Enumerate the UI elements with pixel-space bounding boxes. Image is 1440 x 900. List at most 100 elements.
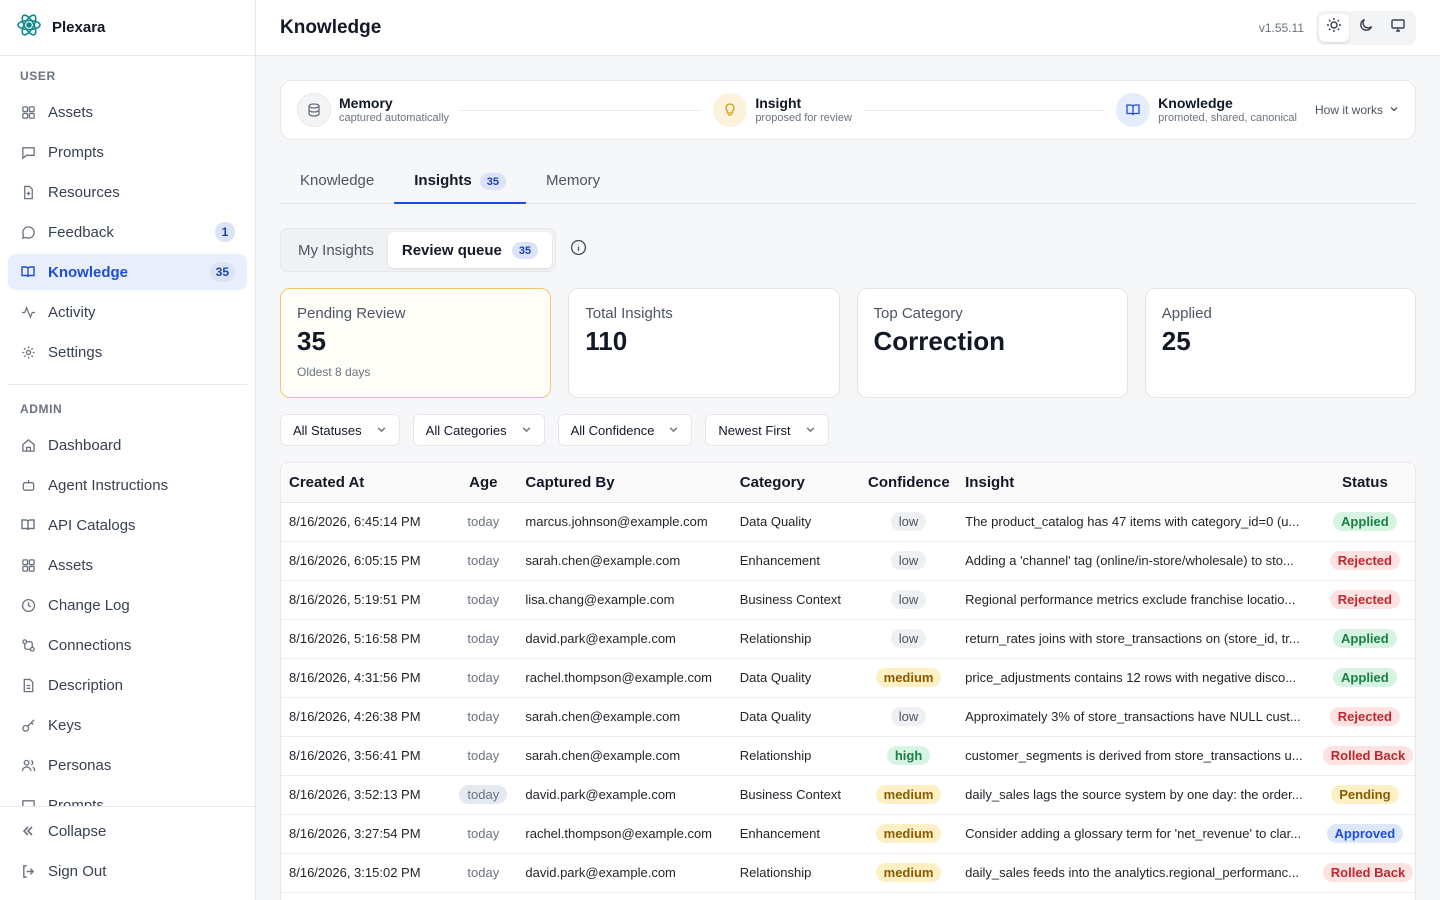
table-row[interactable]: [281, 892, 1415, 900]
sidebar-item-connections[interactable]: Connections: [8, 627, 247, 663]
sidebar-item-agent-instructions[interactable]: Agent Instructions: [8, 467, 247, 503]
sidebar-item-activity[interactable]: Activity: [8, 294, 247, 330]
user-section-label: USER: [20, 69, 56, 83]
table-row[interactable]: 8/16/2026, 4:31:56 PM today rachel.thompso…: [281, 658, 1415, 698]
confidence-badge-cell: low: [859, 619, 958, 659]
status-badge: Rolled Back: [1322, 746, 1414, 765]
column-header-category[interactable]: Category: [731, 463, 860, 503]
age: today: [467, 748, 500, 763]
dark-theme-button[interactable]: [1351, 14, 1381, 42]
home-icon: [20, 437, 36, 453]
status-badge: Applied: [1333, 512, 1397, 531]
column-header-insight[interactable]: Insight: [957, 463, 1315, 503]
created-at-cell: 8/16/2026, 3:56:41 PM: [281, 736, 450, 776]
category-cell: Business Context: [731, 580, 860, 620]
stat-card-total-insights: Total Insights 110: [568, 288, 840, 398]
collapse-label: Collapse: [48, 822, 107, 840]
monitor-icon: [1390, 17, 1406, 38]
column-header-status[interactable]: Status: [1314, 463, 1415, 503]
table-row[interactable]: 8/16/2026, 3:56:41 PM today sarah.chen@exa…: [281, 736, 1415, 776]
sidebar-item-prompts[interactable]: Prompts: [8, 134, 247, 170]
brand[interactable]: Plexara: [0, 0, 255, 56]
confidence-badge-cell: medium: [859, 853, 958, 893]
captured-by: david.park@example.com: [525, 865, 676, 880]
info-icon[interactable]: [570, 239, 587, 261]
sidebar-item-dashboard[interactable]: Dashboard: [8, 427, 247, 463]
lightbulb-icon: [713, 93, 748, 127]
category-filter-select[interactable]: All Categories: [412, 414, 545, 446]
table-row[interactable]: 8/16/2026, 6:05:15 PM today sarah.chen@exa…: [281, 541, 1415, 581]
stat-card-pending-review[interactable]: Pending Review 35 Oldest 8 days: [280, 288, 552, 398]
table-row[interactable]: 8/16/2026, 5:19:51 PM today lisa.chang@exa…: [281, 580, 1415, 620]
table-row[interactable]: 8/16/2026, 3:15:02 PM today david.park@exa…: [281, 853, 1415, 893]
system-theme-button[interactable]: [1383, 14, 1413, 42]
user-nav: Assets Prompts Resources Feedback 1 Knowledge…: [0, 94, 255, 370]
tab-memory[interactable]: Memory: [526, 168, 620, 204]
chevron-down-icon: [668, 423, 679, 438]
sidebar-item-label: Agent Instructions: [48, 476, 169, 494]
message-square-icon: [20, 144, 36, 160]
admin-nav: Dashboard Agent Instructions API Catalogs A…: [0, 427, 255, 823]
table-row[interactable]: 8/16/2026, 6:45:14 PM today marcus.johnson…: [281, 502, 1415, 542]
captured-by-cell: david.park@example.com: [517, 853, 732, 893]
age-cell: today: [449, 814, 518, 854]
sidebar-item-assets[interactable]: Assets: [8, 94, 247, 130]
stat-card-applied: Applied 25: [1144, 288, 1416, 398]
sidebar-item-settings[interactable]: Settings: [8, 334, 247, 370]
sidebar-item-api-catalogs[interactable]: API Catalogs: [8, 507, 247, 543]
column-header-created-at[interactable]: Created At: [281, 463, 450, 503]
sign-out-button[interactable]: Sign Out: [8, 853, 247, 889]
sidebar-item-knowledge[interactable]: Knowledge 35: [8, 254, 247, 290]
table-row[interactable]: 8/16/2026, 3:27:54 PM today rachel.thompso…: [281, 814, 1415, 854]
table-row[interactable]: 8/16/2026, 3:52:13 PM today david.park@exa…: [281, 775, 1415, 815]
book-open-icon: [20, 517, 36, 533]
sidebar-item-feedback[interactable]: Feedback 1: [8, 214, 247, 250]
tab-knowledge[interactable]: Knowledge: [280, 168, 394, 204]
confidence-filter-select[interactable]: All Confidence: [557, 414, 693, 446]
confidence-badge-cell: low: [859, 541, 958, 581]
age-cell: today: [449, 658, 518, 698]
column-header-age[interactable]: Age: [449, 463, 518, 503]
table-row[interactable]: 8/16/2026, 4:26:38 PM today sarah.chen@exa…: [281, 697, 1415, 737]
sidebar-item-resources[interactable]: Resources: [8, 174, 247, 210]
confidence-badge-cell: [859, 892, 958, 900]
flow-memory-subtitle: captured automatically: [339, 112, 450, 124]
confidence-badge: high: [886, 746, 931, 765]
sidebar-item-change-log[interactable]: Change Log: [8, 587, 247, 623]
captured-by: lisa.chang@example.com: [525, 592, 675, 607]
insight-text-cell: daily_sales lags the source system by on…: [957, 775, 1315, 815]
sort-select[interactable]: Newest First: [705, 414, 829, 446]
created-at: 8/16/2026, 4:31:56 PM: [289, 670, 421, 685]
tab-insights[interactable]: Insights 35: [394, 168, 526, 204]
column-header-confidence[interactable]: Confidence: [859, 463, 958, 503]
insight-text-cell: return_rates joins with store_transactio…: [957, 619, 1315, 659]
review-queue-button[interactable]: Review queue 35: [387, 232, 553, 268]
status-filter-select[interactable]: All Statuses: [280, 414, 400, 446]
stat-label: Total Insights: [585, 305, 673, 322]
column-header-captured-by[interactable]: Captured By: [517, 463, 732, 503]
age-cell: today: [449, 853, 518, 893]
sidebar-item-assets[interactable]: Assets: [8, 547, 247, 583]
insight-text: return_rates joins with store_transactio…: [965, 631, 1300, 646]
sidebar-item-label: Settings: [48, 343, 103, 361]
light-theme-button[interactable]: [1319, 13, 1349, 42]
captured-by-cell: lisa.chang@example.com: [517, 580, 732, 620]
activity-icon: [20, 304, 36, 320]
created-at: 8/16/2026, 6:45:14 PM: [289, 514, 421, 529]
table-header-row: Created At Age Captured By Category Conf…: [281, 463, 1415, 503]
my-insights-button[interactable]: My Insights: [284, 232, 388, 268]
category: Relationship: [739, 631, 812, 646]
sidebar-item-description[interactable]: Description: [8, 667, 247, 703]
how-it-works-toggle[interactable]: How it works: [1315, 103, 1399, 117]
chevrons-left-icon: [20, 823, 36, 839]
age: today: [467, 514, 500, 529]
category: Business Context: [739, 787, 841, 802]
collapse-button[interactable]: Collapse: [8, 813, 247, 849]
sidebar-item-keys[interactable]: Keys: [8, 707, 247, 743]
sidebar-item-label: Prompts: [48, 143, 104, 161]
top-bar: Knowledge v1.55.11: [256, 0, 1440, 56]
table-row[interactable]: 8/16/2026, 5:16:58 PM today david.park@exa…: [281, 619, 1415, 659]
filter-bar: All Statuses All Categories All Confiden…: [280, 414, 1416, 446]
sidebar-item-personas[interactable]: Personas: [8, 747, 247, 783]
age: today: [467, 592, 500, 607]
